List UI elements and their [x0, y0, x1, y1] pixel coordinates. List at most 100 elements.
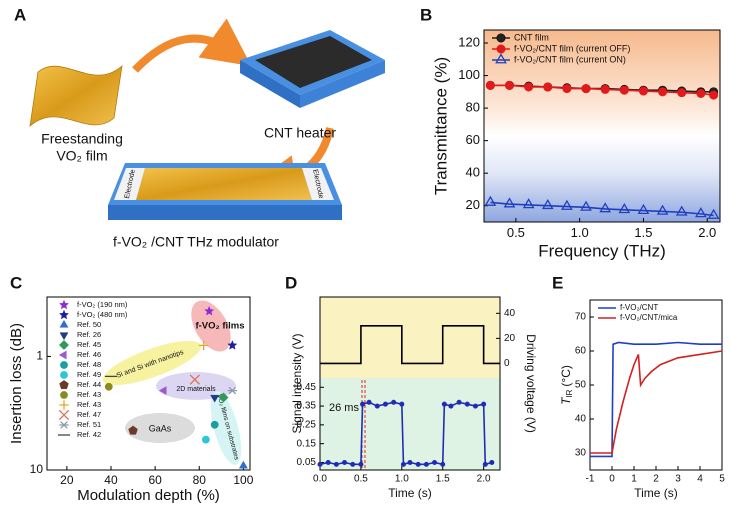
x-tick-label: 4: [697, 474, 703, 485]
marker: [59, 319, 69, 328]
film-label: Freestanding: [41, 131, 123, 147]
x-tick-label: 1.0: [395, 474, 409, 485]
group-ellipse: [210, 391, 242, 465]
marker: [198, 340, 209, 351]
legend-label: f-VO₂/CNT film (current OFF): [514, 43, 630, 53]
diagram: Electrode Electrode Freestanding VO₂ fil…: [29, 18, 385, 250]
legend-label: Ref. 51: [77, 420, 101, 429]
group-ellipse: [191, 300, 231, 352]
legend-label: Ref. 42: [77, 430, 101, 439]
x-tick-label: 40: [104, 473, 118, 487]
x-tick-label: 80: [193, 473, 207, 487]
x-tick-label: 0.5: [354, 474, 368, 485]
marker: [59, 400, 69, 410]
x-tick-label: 1.5: [436, 474, 450, 485]
heater-side: [240, 60, 300, 108]
marker: [407, 459, 413, 465]
plot-background: [320, 297, 500, 378]
marker: [441, 401, 447, 407]
marker: [485, 80, 495, 90]
annotation: f-VO₂ films: [195, 321, 244, 332]
arrow: [132, 18, 252, 73]
group-ellipse: [125, 413, 195, 443]
marker: [204, 305, 215, 316]
y-tick-label: 0.05: [297, 457, 317, 468]
marker: [472, 403, 478, 409]
x-tick-label: 20: [60, 473, 74, 487]
y-tick-label: 50: [575, 380, 587, 391]
panel-label: B: [420, 5, 432, 24]
y-tick-label: 0.25: [297, 420, 317, 431]
marker: [423, 461, 429, 467]
y2-tick-label: 20: [504, 333, 516, 344]
annotation: 2D materials: [176, 386, 216, 393]
y2-axis-label: Driving voltage (V): [524, 334, 538, 433]
legend-label: Ref. 45: [77, 340, 101, 349]
marker: [658, 87, 668, 97]
marker: [581, 84, 591, 94]
panel-label: D: [285, 273, 297, 292]
legend-label: Ref. 44: [77, 380, 101, 389]
marker: [60, 361, 68, 369]
marker: [448, 403, 454, 409]
marker: [503, 197, 516, 208]
marker: [158, 386, 167, 396]
group-ellipse: [102, 340, 202, 386]
marker: [709, 90, 719, 100]
modulator-side: [108, 205, 342, 220]
plot-frame: [46, 296, 251, 471]
y-tick-label: 70: [575, 312, 587, 323]
marker: [677, 88, 687, 98]
vo2-film: [29, 64, 123, 128]
plot-frame: [589, 299, 723, 471]
marker: [580, 200, 592, 211]
marker: [59, 380, 69, 390]
chart: 0.5 1.0 1.5 2.0 20 40 60 80 100 120 Frequency (THz…: [431, 29, 721, 260]
marker: [59, 332, 69, 341]
marker: [456, 399, 462, 405]
marker: [391, 399, 397, 405]
y-axis-label: Transmittance (%): [431, 57, 450, 195]
y-label-unit: (°C): [559, 365, 573, 386]
marker: [561, 199, 573, 210]
marker: [619, 85, 629, 95]
marker: [201, 435, 210, 444]
marker: [128, 425, 138, 435]
legend-label: CNT film: [514, 32, 549, 42]
marker: [210, 394, 220, 403]
y2-tick-label: 40: [504, 308, 516, 319]
marker: [342, 459, 348, 465]
marker: [333, 461, 339, 467]
marker: [637, 203, 650, 214]
y-tick-label: 40: [466, 165, 480, 180]
x-tick-label: 1.0: [571, 225, 589, 240]
marker: [496, 33, 506, 43]
x-axis-label: Frequency (THz): [538, 241, 666, 260]
marker: [58, 299, 70, 310]
marker: [496, 44, 506, 54]
marker: [482, 461, 488, 467]
panel-label: E: [552, 273, 563, 292]
legend-label: Ref. 48: [77, 360, 101, 369]
y-axis-label: TIR (°C): [559, 365, 574, 405]
marker: [210, 420, 219, 429]
marker: [366, 399, 372, 405]
x-tick-label: 2.0: [477, 474, 491, 485]
plot-background: [484, 30, 720, 222]
y-tick-label: 20: [466, 197, 480, 212]
y-tick-label: 80: [466, 100, 480, 115]
annotation: 26 ms: [329, 402, 359, 414]
marker: [382, 401, 388, 407]
series-line: [320, 325, 500, 365]
x-axis-label: Modulation depth (%): [77, 487, 220, 504]
x-axis-label: Time (s): [388, 486, 432, 500]
marker: [541, 198, 554, 210]
marker: [325, 459, 331, 465]
x-tick-label: 2.0: [698, 225, 716, 240]
y-tick-label: 1: [36, 349, 43, 363]
y-axis-label: Signal intensity (V): [290, 333, 304, 433]
legend-label: Ref. 50: [77, 320, 101, 329]
marker: [227, 340, 238, 350]
film-label: VO₂ film: [56, 148, 107, 164]
marker: [505, 80, 515, 90]
